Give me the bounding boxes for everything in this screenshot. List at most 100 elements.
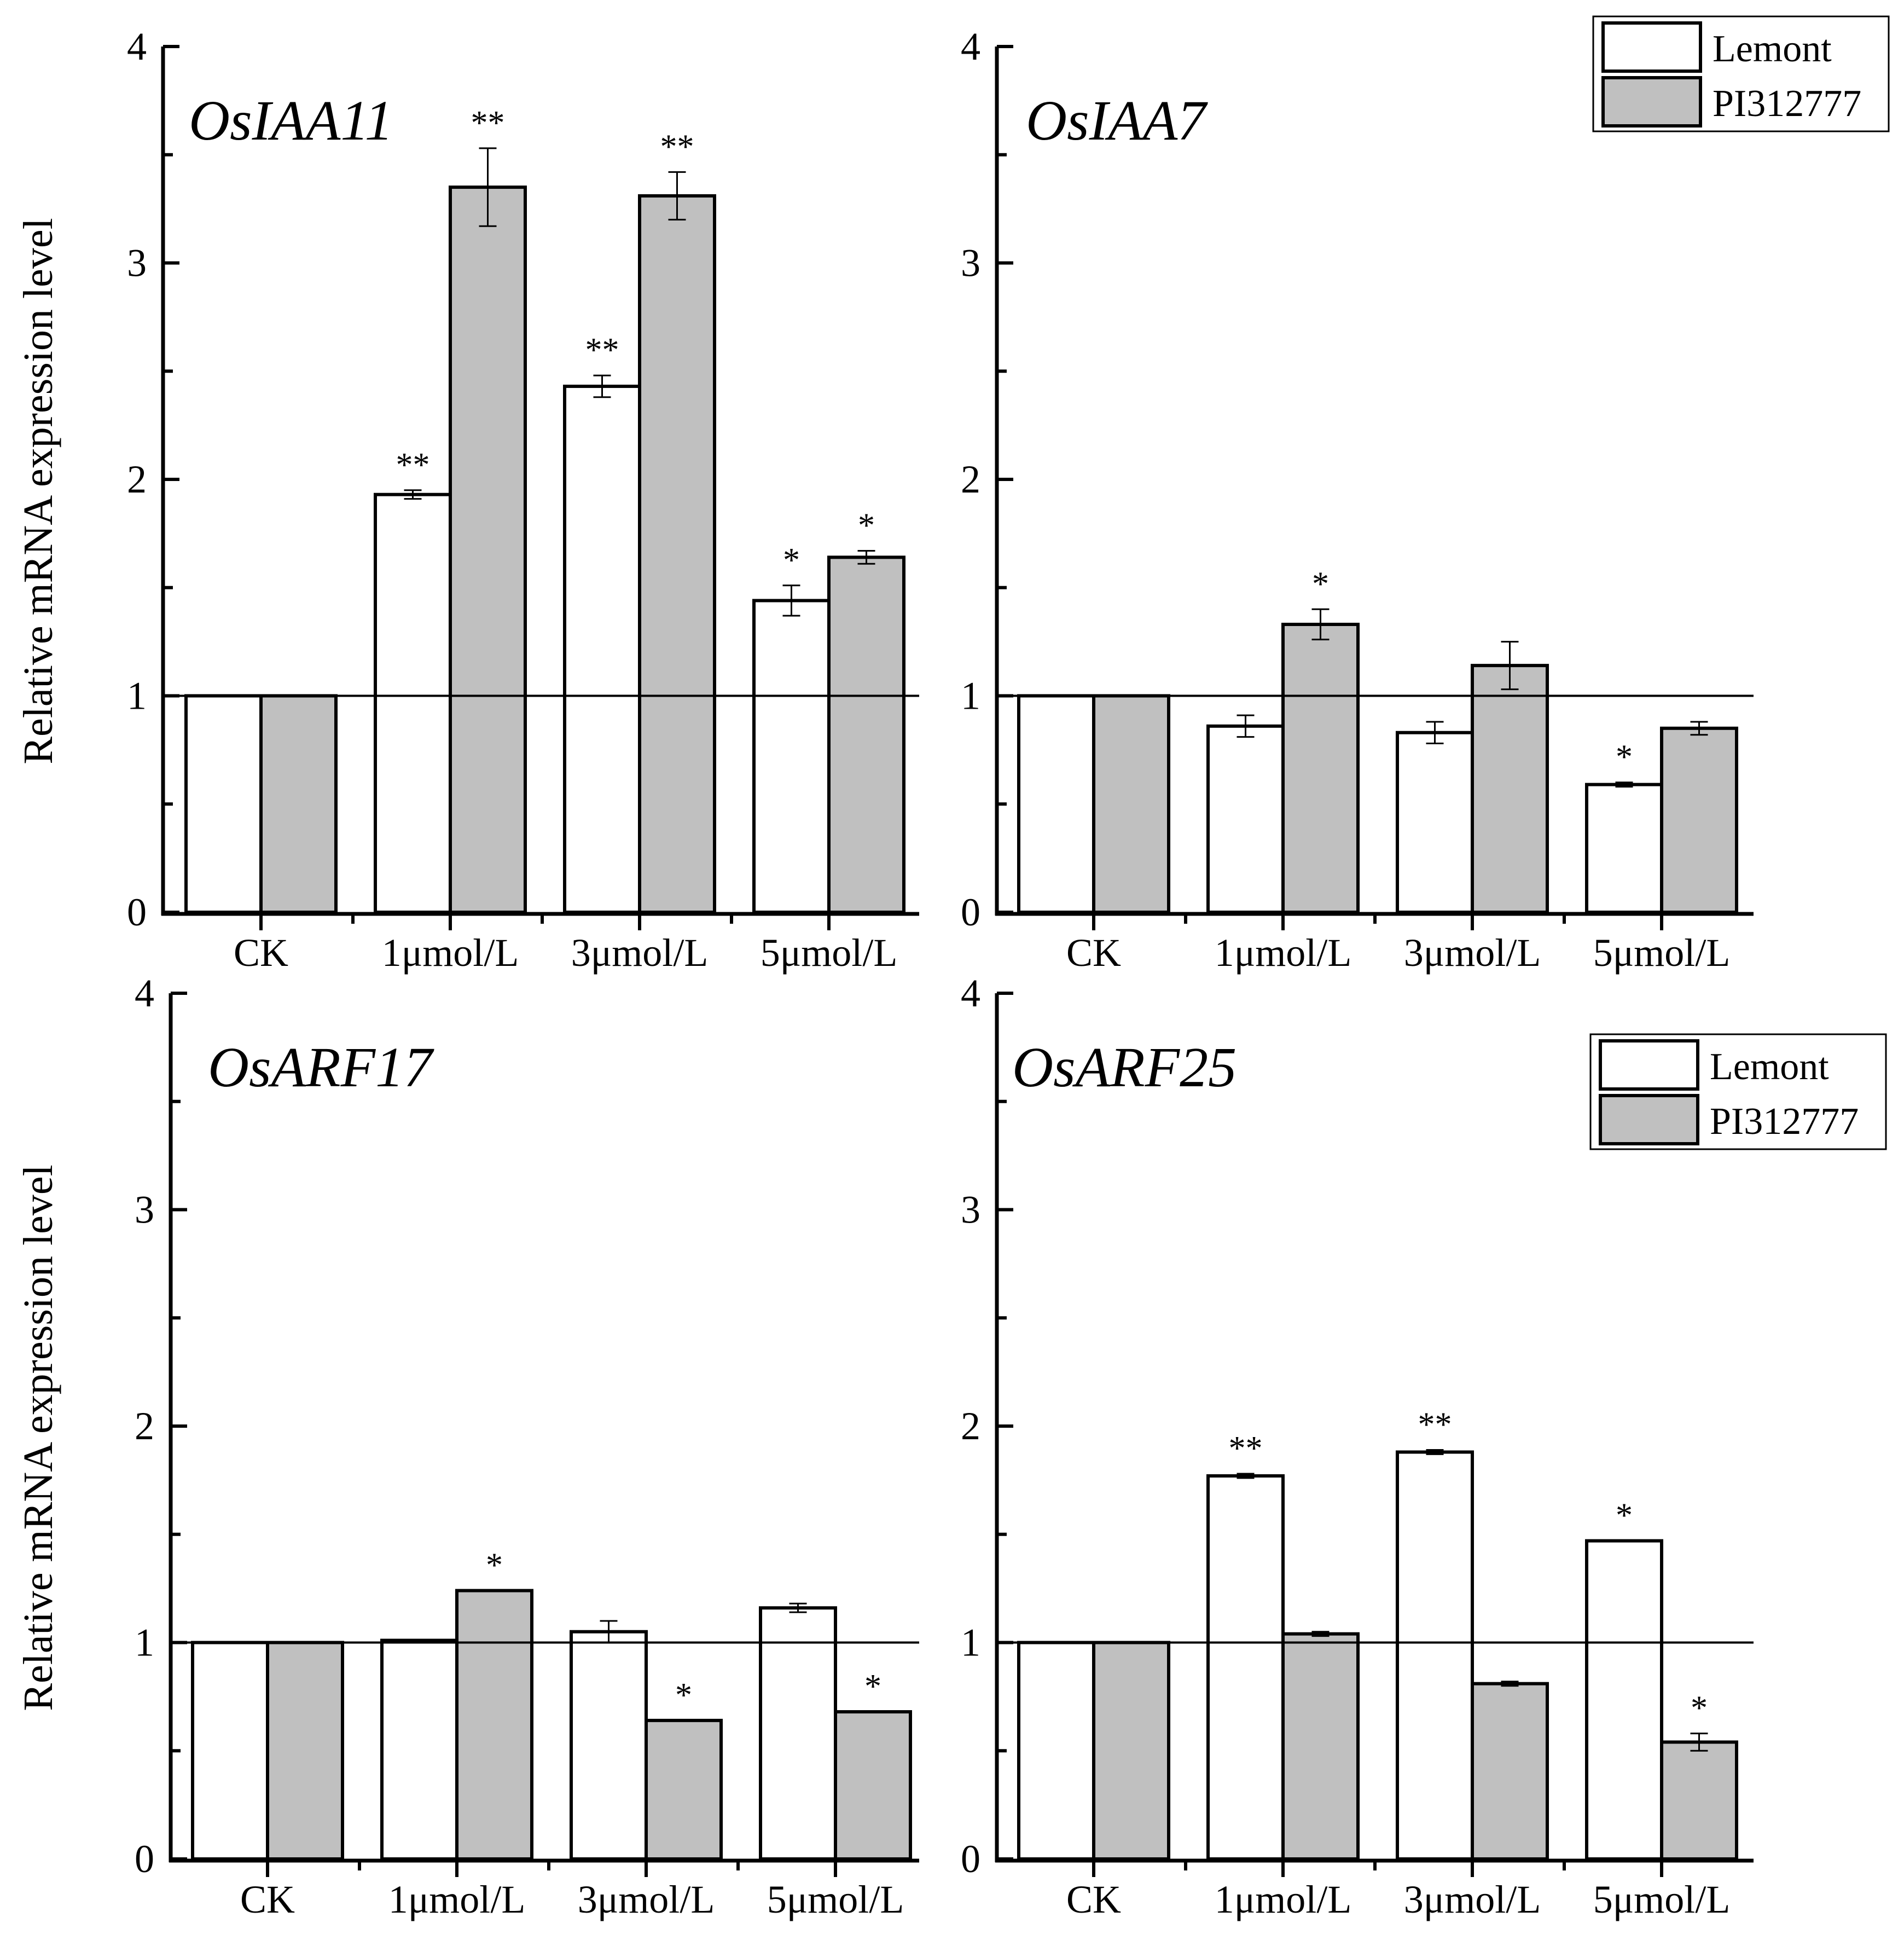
bar-lemont-1μmol/L: [380, 1638, 458, 1861]
bar-lemont-3μmol/L: [1396, 1450, 1474, 1861]
gene-title: OsIAA11: [189, 89, 393, 152]
error-bar: [1501, 641, 1519, 691]
y-tick-label: 3: [961, 241, 980, 285]
x-ticks: [259, 914, 831, 930]
error-bar: [479, 147, 497, 227]
legend: Lemont PI312777: [1589, 1033, 1887, 1150]
x-category-label: 5μmol/L: [1593, 1878, 1731, 1921]
bar-lemont-CK: [191, 1641, 269, 1861]
y-tick-label: 1: [961, 674, 980, 718]
legend-swatch: [1601, 21, 1702, 73]
x-ticks: [266, 1861, 837, 1877]
y-tick-label: 0: [135, 1837, 154, 1881]
bar-pi312777-1μmol/L: [1281, 622, 1360, 914]
legend-swatch: [1599, 1039, 1699, 1091]
error-bar: [1690, 1733, 1708, 1752]
x-category-label: 1μmol/L: [1215, 1878, 1352, 1921]
error-bar: [1237, 714, 1255, 738]
bar-pi312777-CK: [266, 1641, 344, 1861]
y-tick-label: 4: [127, 25, 147, 68]
significance-mark: *: [1691, 1690, 1708, 1727]
significance-mark: *: [864, 1668, 881, 1705]
significance-mark: *: [1616, 1497, 1633, 1534]
bar-lemont-3μmol/L: [563, 384, 641, 914]
bar-lemont-5μmol/L: [759, 1606, 837, 1861]
y-tick-label: 0: [961, 890, 980, 934]
bar-pi312777-3μmol/L: [645, 1718, 723, 1861]
y-axis-label: Relative mRNA expression level: [15, 1165, 61, 1711]
y-tick-label: 1: [961, 1621, 980, 1665]
y-tick-label: 0: [961, 1837, 980, 1881]
error-bar: [1311, 608, 1330, 641]
significance-mark: *: [486, 1547, 503, 1584]
error-bar: [1501, 1681, 1519, 1687]
bar-pi312777-5μmol/L: [834, 1710, 912, 1861]
x-category-label: 1μmol/L: [382, 931, 519, 975]
error-bar: [1237, 1473, 1255, 1479]
bar-pi312777-1μmol/L: [449, 186, 527, 914]
significance-mark: **: [396, 447, 430, 484]
error-bar: [857, 550, 875, 565]
significance-mark: **: [585, 332, 619, 369]
error-bar: [1426, 721, 1444, 745]
bar-lemont-1μmol/L: [1206, 724, 1285, 914]
error-bar: [789, 1602, 807, 1613]
x-category-label: 5μmol/L: [1593, 931, 1731, 975]
y-tick-label: 3: [135, 1188, 154, 1232]
gene-title: OsARF25: [1012, 1036, 1237, 1099]
error-bar: [1311, 1631, 1330, 1637]
significance-mark: *: [783, 542, 800, 579]
bar-pi312777-CK: [1092, 1641, 1170, 1861]
x-category-label: CK: [1066, 931, 1121, 975]
bar-pi312777-5μmol/L: [1660, 1740, 1738, 1861]
x-category-label: 1μmol/L: [1215, 931, 1352, 975]
bar-lemont-5μmol/L: [1585, 783, 1663, 914]
legend-label: Lemont: [1713, 28, 1832, 70]
y-tick-label: 1: [135, 1621, 154, 1665]
y-axis-label: Relative mRNA expression level: [15, 218, 61, 764]
y-tick-label: 1: [127, 674, 147, 718]
x-category-label: 3μmol/L: [1404, 931, 1541, 975]
legend-swatch: [1599, 1094, 1699, 1145]
significance-mark: *: [858, 507, 875, 545]
x-category-label: CK: [1066, 1878, 1121, 1921]
y-tick-label: 3: [127, 241, 147, 285]
error-bar: [782, 584, 800, 617]
legend-label: PI312777: [1710, 1100, 1859, 1143]
bar-lemont-5μmol/L: [752, 599, 831, 914]
x-category-label: CK: [240, 1878, 295, 1921]
bar-pi312777-CK: [259, 694, 338, 914]
error-bar: [593, 374, 611, 398]
significance-mark: *: [675, 1677, 692, 1714]
significance-mark: **: [1418, 1406, 1452, 1444]
significance-mark: *: [1616, 739, 1633, 776]
gene-title: OsIAA7: [1026, 89, 1208, 152]
error-bar: [1426, 1449, 1444, 1455]
x-category-label: 3μmol/L: [1404, 1878, 1541, 1921]
y-tick-label: 2: [961, 457, 980, 501]
x-ticks: [1092, 1861, 1663, 1877]
error-bar: [668, 171, 686, 221]
significance-mark: **: [471, 105, 505, 142]
y-tick-label: 2: [127, 457, 147, 501]
y-tick-label: 4: [961, 971, 980, 1015]
gene-title: OsARF17: [208, 1036, 434, 1099]
bar-lemont-CK: [1017, 694, 1095, 914]
bar-lemont-CK: [1017, 1641, 1095, 1861]
panel-OsIAA7: * * 0 1 2 3 4 CK 1μmol/L 3μmol/L 5μmol/L OsIAA7: [961, 25, 1754, 975]
bar-pi312777-1μmol/L: [455, 1589, 533, 1861]
x-category-label: 3μmol/L: [578, 1878, 715, 1921]
bar-lemont-1μmol/L: [1206, 1474, 1285, 1861]
x-category-label: 5μmol/L: [761, 931, 898, 975]
bar-lemont-CK: [184, 694, 263, 914]
legend-label: Lemont: [1710, 1046, 1829, 1088]
y-tick-label: 4: [961, 25, 980, 68]
bar-lemont-1μmol/L: [374, 493, 452, 914]
bar-pi312777-1μmol/L: [1281, 1632, 1360, 1861]
legend-swatch: [1601, 76, 1702, 128]
bar-pi312777-CK: [1092, 694, 1170, 914]
y-tick-label: 2: [135, 1404, 154, 1448]
x-ticks: [1092, 914, 1663, 930]
